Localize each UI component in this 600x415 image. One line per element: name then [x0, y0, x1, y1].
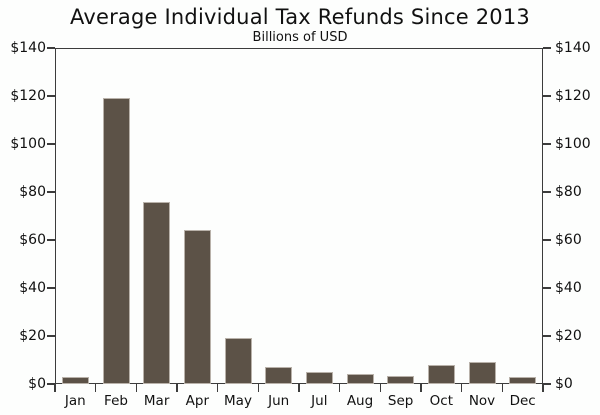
x-axis-label: Apr [185, 393, 209, 409]
x-axis-label: Mar [143, 393, 170, 409]
y-axis-tick-right [543, 191, 551, 193]
y-axis-tick-left [47, 47, 55, 49]
y-axis-label-left: $40 [19, 280, 46, 296]
bar-jan [61, 376, 89, 384]
bar-mar [143, 201, 171, 384]
y-axis-tick-right [543, 287, 551, 289]
x-axis-label: Nov [468, 393, 496, 409]
y-axis-tick-right [543, 239, 551, 241]
bar-sep [387, 375, 415, 384]
y-axis-tick-left [47, 239, 55, 241]
y-axis-label-left: $20 [19, 328, 46, 344]
y-axis-tick-left [47, 191, 55, 193]
x-axis-tick [460, 384, 463, 392]
x-axis-tick [501, 384, 504, 392]
bar-nov [468, 362, 496, 384]
y-axis-label-left: $140 [10, 40, 46, 56]
y-axis-tick-right [543, 47, 551, 49]
x-axis-tick [94, 384, 97, 392]
x-axis-label: May [224, 393, 252, 409]
bar-oct [427, 364, 455, 384]
x-axis-label: Sep [387, 393, 414, 409]
bar-feb [102, 98, 130, 384]
y-axis-label-right: $40 [555, 280, 582, 296]
x-axis-tick [379, 384, 382, 392]
y-axis-label-right: $20 [555, 328, 582, 344]
y-axis-tick-left [47, 143, 55, 145]
y-axis-tick-left [47, 335, 55, 337]
y-axis-label-right: $80 [555, 184, 582, 200]
y-axis-label-right: $100 [555, 136, 591, 152]
x-axis-tick [54, 384, 56, 392]
y-axis-label-right: $140 [555, 40, 591, 56]
y-axis-label-left: $0 [28, 376, 46, 392]
bar-jul [305, 372, 333, 384]
bar-aug [346, 374, 374, 384]
x-axis-tick [257, 384, 260, 392]
y-axis-label-left: $100 [10, 136, 46, 152]
x-axis-label: Feb [104, 393, 128, 409]
y-axis-tick-right [543, 95, 551, 97]
y-axis-tick-left [47, 287, 55, 289]
y-axis-label-right: $0 [555, 376, 573, 392]
y-axis-tick-right [543, 143, 551, 145]
x-axis-label: Jan [64, 393, 86, 409]
x-axis-label: Jul [311, 393, 328, 409]
x-axis-tick [216, 384, 219, 392]
x-axis-label: Aug [346, 393, 374, 409]
x-axis-label: Dec [509, 393, 536, 409]
x-axis-tick [542, 384, 544, 392]
y-axis-label-right: $60 [555, 232, 582, 248]
bar-apr [183, 230, 211, 384]
y-axis-tick-left [47, 95, 55, 97]
x-axis-tick [298, 384, 300, 392]
y-axis-label-right: $120 [555, 88, 591, 104]
chart-subtitle: Billions of USD [252, 30, 348, 45]
y-axis-label-left: $60 [19, 232, 46, 248]
bar-jun [265, 367, 293, 384]
y-axis-tick-left [47, 383, 55, 385]
y-axis-tick-right [543, 383, 551, 385]
chart-title: Average Individual Tax Refunds Since 201… [70, 5, 530, 29]
x-axis-tick [135, 384, 138, 392]
plot-area [55, 48, 543, 384]
x-axis-label: Jun [268, 393, 290, 409]
y-axis-tick-right [543, 335, 551, 337]
bar-dec [509, 376, 537, 384]
x-axis-tick [420, 384, 422, 392]
x-axis-tick [176, 384, 178, 392]
y-axis-label-left: $120 [10, 88, 46, 104]
x-axis-tick [338, 384, 341, 392]
bar-may [224, 338, 252, 384]
y-axis-label-left: $80 [19, 184, 46, 200]
x-axis-label: Oct [429, 393, 453, 409]
